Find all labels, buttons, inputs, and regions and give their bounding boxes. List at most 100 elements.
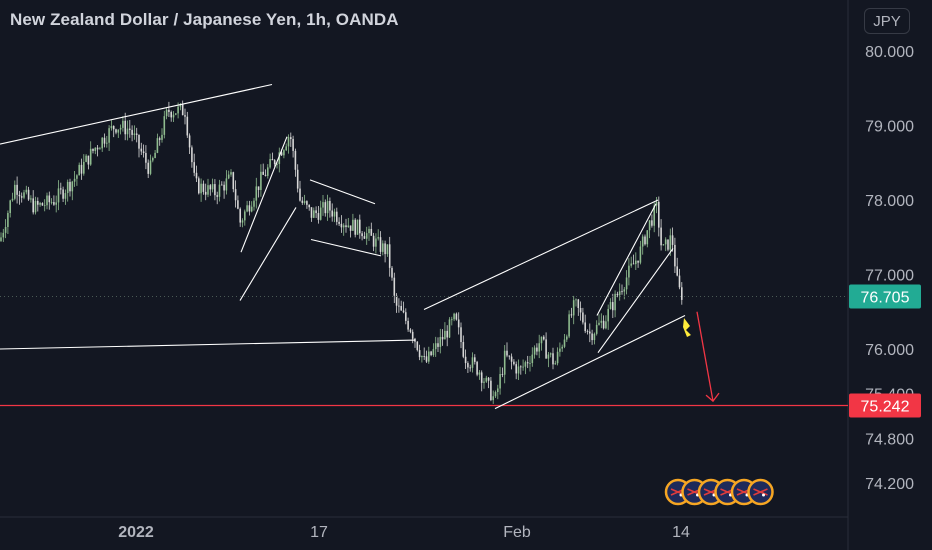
candle-body [147,162,149,174]
candle-body [237,200,239,209]
candle-body [589,331,591,334]
candle-body [264,174,267,176]
candle-body [285,146,287,151]
trendline[interactable] [240,136,288,253]
candle-body [73,178,76,182]
candle-body [50,202,53,203]
candle-body [600,320,603,323]
trendline[interactable] [0,83,273,145]
candle-body [363,236,366,239]
candle-body [349,225,352,231]
candle-body [214,184,216,196]
candle-body [230,172,232,175]
candle-body [11,198,14,201]
candle-body [356,219,359,235]
candle-body [124,120,126,135]
candle-body [101,137,103,149]
chart-title: New Zealand Dollar / Japanese Yen, 1h, O… [10,10,399,29]
candle-body [497,388,499,393]
candle-body [372,235,375,247]
candle-body [469,367,471,369]
candle-body [138,134,140,149]
last-price-badge [849,284,921,309]
candle-body [547,354,550,359]
candle-body [616,293,619,296]
candle-body [538,343,540,352]
trendline[interactable] [310,238,382,257]
candle-body [632,263,635,265]
candle-body [446,330,448,338]
candle-body [30,198,32,200]
candle-body [561,346,563,349]
candle-body [625,277,628,290]
candle-body [651,220,653,226]
candle-body [299,188,301,201]
candle-body [191,147,193,163]
y-tick-label: 74.800 [865,431,914,448]
candle-body [388,244,391,268]
y-tick-label: 74.200 [865,476,914,493]
candle-body [554,363,557,365]
candle-body [209,185,212,190]
candle-body [83,161,85,174]
candle-body [520,366,522,368]
candle-body [25,189,28,193]
trendline[interactable] [494,314,686,410]
candle-body [172,114,175,118]
candle-body [27,189,30,200]
candles [0,100,683,404]
candle-body [246,205,248,212]
trendline[interactable] [423,199,659,311]
candle-body [455,313,458,320]
trendline[interactable] [596,203,657,316]
candle-body [375,238,377,247]
candle-body [382,243,384,252]
flag-star-icon [762,493,765,497]
candle-body [253,200,255,207]
candle-body [418,350,421,358]
candle-body [354,219,356,235]
candle-body [460,327,462,343]
trendline[interactable] [0,339,416,350]
support-price-badge-label: 75.242 [861,398,910,415]
candle-body [336,211,338,222]
candle-body [117,129,120,133]
candle-body [62,189,64,199]
currency-button[interactable]: JPY [864,8,910,34]
x-tick-label: 2022 [118,524,154,541]
candle-body [78,164,80,176]
trendline[interactable] [309,179,376,205]
candle-body [66,181,69,194]
candle-body [582,312,584,323]
candle-body [76,175,78,179]
candle-body [149,160,152,174]
candle-body [168,109,170,112]
candle-body [250,206,253,212]
trendline[interactable] [597,248,674,354]
x-tick-label: Feb [503,524,531,541]
candle-body [347,225,350,228]
candle-body [43,205,46,207]
candle-body [501,374,504,375]
candle-body [106,142,108,144]
forecast-arrow[interactable] [696,311,714,402]
candle-body [368,228,370,234]
candle-body [658,201,660,228]
candle-body [55,202,57,205]
candle-body [306,201,308,205]
candle-body [290,137,292,139]
candle-body [464,356,467,364]
candle-body [681,287,683,300]
candle-body [0,237,2,241]
candle-body [163,116,166,135]
candle-body [32,198,34,213]
candle-body [119,127,122,130]
candle-body [434,343,437,350]
candle-body [20,196,23,198]
candle-body [584,322,586,332]
candle-body [669,235,672,250]
candle-body [188,135,191,148]
trendline[interactable] [239,207,297,301]
candle-body [439,336,442,347]
